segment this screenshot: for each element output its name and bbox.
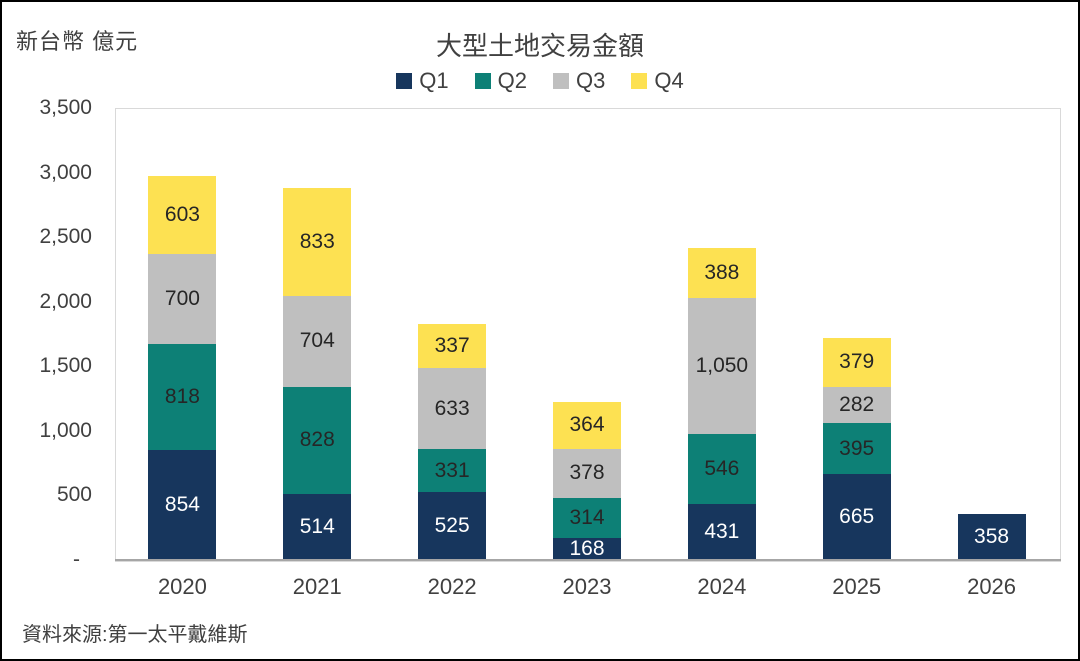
bar-segment-2020-q3: 700: [148, 253, 217, 345]
bar-value-label: 395: [839, 436, 875, 460]
bar-value-label: 514: [299, 514, 335, 538]
legend-item-q4: Q4: [631, 68, 684, 94]
bar-segment-2022-q1: 525: [418, 492, 487, 560]
legend: Q1 Q2 Q3 Q4: [2, 68, 1078, 94]
bar-segment-2021-q1: 514: [283, 493, 352, 560]
bar-segment-2025-q2: 395: [822, 423, 891, 475]
bar-value-label: 633: [434, 396, 470, 420]
y-tick-label: 1,500: [39, 354, 92, 378]
bar-value-label: 378: [569, 461, 605, 485]
bar-segment-2020-q2: 818: [148, 344, 217, 450]
bar-value-label: 364: [569, 413, 605, 437]
bar-segment-2025-q1: 665: [822, 474, 891, 560]
bar-value-label: 665: [839, 505, 875, 529]
bar-segment-2020-q1: 854: [148, 449, 217, 560]
bar-segment-2022-q4: 337: [418, 324, 487, 368]
y-tick-label: -: [73, 548, 80, 571]
bar-segment-2025-q3: 282: [822, 386, 891, 424]
bar-segment-2023-q3: 378: [553, 448, 621, 498]
bar-value-label: 379: [839, 350, 875, 374]
bar-value-label: 546: [704, 457, 740, 481]
legend-swatch-q2: [474, 73, 491, 89]
legend-item-q1: Q1: [396, 68, 449, 94]
bar-value-label: 282: [839, 392, 875, 416]
bar-value-label: 525: [434, 514, 470, 538]
bar-value-label: 700: [164, 286, 200, 310]
legend-label: Q3: [576, 68, 606, 93]
legend-swatch-q4: [631, 73, 648, 89]
x-tick-label-2025: 2025: [832, 574, 882, 599]
bar-value-label: 331: [434, 458, 470, 482]
bar-value-label: 1,050: [695, 354, 749, 378]
bar-segment-2021-q2: 828: [283, 386, 352, 494]
bar-segment-2024-q3: 1,050: [687, 298, 756, 434]
legend-item-q2: Q2: [474, 68, 527, 94]
legend-label: Q4: [654, 68, 684, 93]
y-axis-unit-label: 新台幣 億元: [16, 29, 139, 54]
bar-segment-2024-q2: 546: [687, 433, 756, 505]
y-tick-label: 500: [56, 483, 92, 507]
source-note: 資料來源:第一太平戴維斯: [22, 624, 248, 646]
bar-segment-2026-q1: 358: [957, 513, 1026, 560]
legend-label: Q1: [419, 68, 449, 93]
bar-value-label: 388: [704, 261, 740, 285]
bar-value-label: 833: [299, 229, 335, 253]
y-tick-label: 2,500: [39, 225, 92, 249]
bar-segment-2021-q4: 833: [283, 188, 352, 296]
x-tick-label-2020: 2020: [157, 574, 207, 599]
x-axis-line: [115, 559, 1061, 561]
bar-value-label: 828: [299, 428, 335, 452]
bar-segment-2022-q2: 331: [418, 449, 487, 493]
bar-segment-2021-q3: 704: [283, 295, 352, 387]
bar-value-label: 314: [569, 506, 605, 530]
bar-segment-2023-q2: 314: [553, 497, 621, 539]
bar-value-label: 704: [299, 329, 335, 353]
bar-value-label: 854: [164, 492, 200, 516]
x-tick-label-2024: 2024: [697, 574, 747, 599]
bar-value-label: 818: [164, 384, 200, 408]
bar-segment-2024-q1: 431: [687, 504, 756, 560]
x-tick-label-2021: 2021: [292, 574, 342, 599]
legend-swatch-q1: [396, 73, 413, 89]
bar-value-label: 337: [434, 333, 470, 357]
bar-value-label: 358: [974, 524, 1010, 548]
bar-value-label: 168: [569, 537, 605, 561]
bar-segment-2024-q4: 388: [687, 248, 756, 299]
bar-segment-2020-q4: 603: [148, 175, 217, 254]
x-tick-label-2023: 2023: [562, 574, 612, 599]
legend-swatch-q3: [553, 73, 569, 89]
x-tick-label-2022: 2022: [427, 574, 477, 599]
bar-value-label: 603: [164, 202, 200, 226]
y-tick-label: 2,000: [39, 289, 92, 313]
bar-value-label: 431: [704, 520, 740, 544]
bar-segment-2025-q4: 379: [822, 337, 891, 387]
bar-segment-2023-q4: 364: [553, 401, 621, 449]
y-tick-label: 1,000: [39, 418, 92, 442]
legend-label: Q2: [497, 68, 527, 93]
y-tick-label: 3,000: [39, 160, 92, 184]
x-tick-label-2026: 2026: [967, 574, 1017, 599]
plot-area: [115, 108, 1061, 562]
legend-item-q3: Q3: [553, 68, 605, 94]
bar-segment-2023-q1: 168: [553, 537, 621, 561]
y-tick-label: 3,500: [39, 96, 92, 119]
bar-segment-2022-q3: 633: [418, 367, 487, 450]
chart-title: 大型土地交易金額: [435, 31, 644, 61]
